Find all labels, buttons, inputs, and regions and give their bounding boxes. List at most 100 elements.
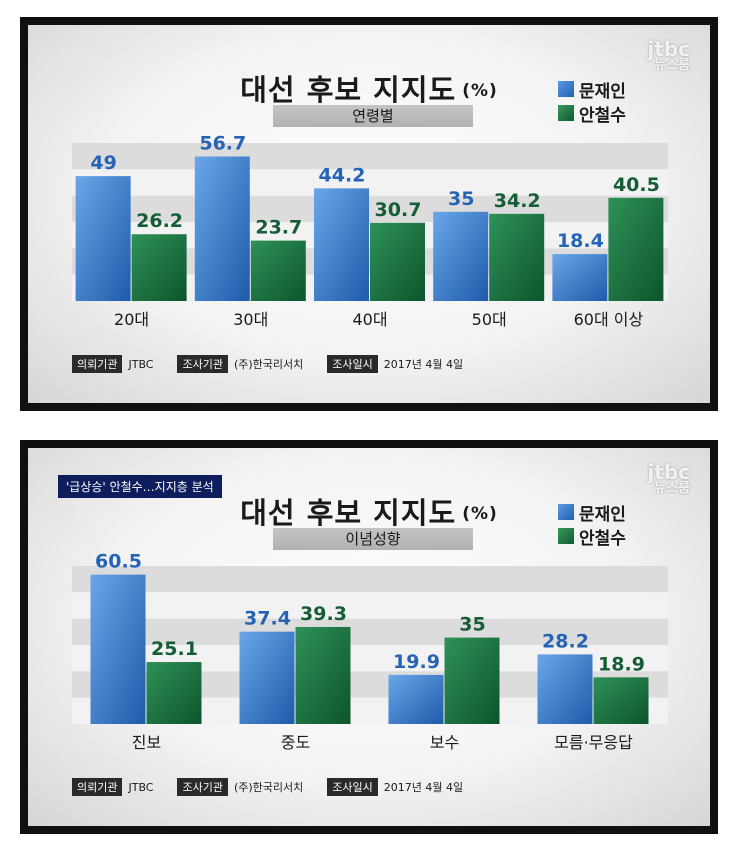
bar-ahn	[295, 626, 351, 724]
chart-panel-ideology: '급상승' 안철수…지지층 분석 jtbc 뉴스룸 대선 후보 지지도 (%) 이…	[20, 440, 718, 834]
jtbc-newsroom-logo: jtbc 뉴스룸	[647, 462, 690, 496]
date-tag: 조사일시	[327, 355, 378, 373]
legend: 문재인 안철수	[558, 500, 626, 549]
panel-background: jtbc 뉴스룸 대선 후보 지지도 (%) 연령별 문재인 안철수 49 26.2…	[28, 25, 710, 403]
bar-ahn	[131, 234, 187, 301]
data-label: 25.1	[151, 638, 198, 660]
panel-background: '급상승' 안철수…지지층 분석 jtbc 뉴스룸 대선 후보 지지도 (%) 이…	[28, 448, 710, 826]
category-label: 중도	[281, 733, 310, 752]
bar-ahn	[489, 213, 545, 301]
surveyor-tag: 조사기관	[177, 778, 228, 796]
grid-band	[72, 592, 668, 619]
data-label: 34.2	[494, 190, 541, 212]
chart-panel-age: jtbc 뉴스룸 대선 후보 지지도 (%) 연령별 문재인 안철수 49 26.2…	[20, 17, 718, 411]
category-label: 40대	[352, 310, 387, 329]
title-unit: (%)	[462, 504, 498, 524]
data-label: 37.4	[244, 608, 291, 630]
bar-moon	[537, 654, 593, 724]
bar-ahn	[370, 222, 425, 301]
bar-moon	[433, 211, 489, 301]
news-headline: '급상승' 안철수…지지층 분석	[58, 475, 222, 498]
legend-item-moon: 문재인	[558, 500, 626, 525]
bar-chart-ideology: 60.5 25.1 진보 37.4 39.3 중도 19.9 35 보수 28.2 18.9 모름·무…	[72, 551, 668, 752]
category-label: 진보	[132, 733, 161, 752]
legend-item-moon: 문재인	[558, 77, 626, 102]
data-label: 35	[448, 188, 474, 210]
title-unit: (%)	[462, 81, 498, 101]
grid-band	[72, 566, 668, 593]
legend-label: 안철수	[579, 528, 626, 549]
category-label: 20대	[114, 310, 149, 329]
data-label: 60.5	[95, 551, 142, 573]
data-label: 35	[459, 614, 485, 636]
surveyor-value: (주)한국리서치	[233, 358, 304, 371]
title-text: 대선 후보 지지도	[240, 496, 457, 530]
surveyor-tag: 조사기관	[177, 355, 228, 373]
source-footer: 의뢰기관 JTBC 조사기관 (주)한국리서치 조사일시 2017년 4월 4일	[72, 355, 487, 373]
chart-subtitle: 연령별	[273, 105, 473, 127]
commissioner-tag: 의뢰기관	[72, 355, 123, 373]
category-label: 모름·무응답	[554, 733, 633, 752]
bar-ahn	[444, 637, 500, 724]
grid-band	[72, 169, 668, 196]
jtbc-newsroom-logo: jtbc 뉴스룸	[647, 39, 690, 73]
data-label: 18.4	[557, 230, 604, 252]
chart-title: 대선 후보 지지도 (%)	[28, 67, 710, 109]
legend-swatch-blue	[558, 81, 574, 97]
bar-moon	[552, 254, 608, 301]
logo-text: jtbc	[647, 37, 690, 61]
data-label: 39.3	[300, 603, 347, 625]
bar-ahn	[250, 240, 306, 301]
legend-swatch-green	[558, 105, 574, 121]
legend-swatch-green	[558, 528, 574, 544]
category-label: 30대	[233, 310, 268, 329]
data-label: 56.7	[199, 133, 246, 155]
date-tag: 조사일시	[327, 778, 378, 796]
title-text: 대선 후보 지지도	[240, 73, 457, 107]
legend-label: 문재인	[579, 504, 626, 525]
data-label: 18.9	[598, 653, 645, 675]
data-label: 28.2	[542, 630, 589, 652]
data-label: 40.5	[613, 174, 660, 196]
category-label: 60대 이상	[574, 310, 644, 329]
grid-band	[72, 618, 668, 645]
bar-moon	[90, 574, 146, 724]
legend-item-ahn: 안철수	[558, 524, 626, 549]
data-label: 30.7	[375, 199, 422, 221]
data-label: 26.2	[136, 210, 183, 232]
legend: 문재인 안철수	[558, 77, 626, 126]
data-label: 49	[90, 152, 116, 174]
surveyor-value: (주)한국리서치	[233, 781, 304, 794]
bar-ahn	[593, 677, 649, 724]
legend-label: 안철수	[579, 105, 626, 126]
bar-moon	[314, 188, 369, 301]
chart-subtitle: 이념성향	[273, 528, 473, 550]
logo-subtext: 뉴스룸	[654, 481, 690, 496]
logo-subtext: 뉴스룸	[654, 58, 690, 73]
legend-item-ahn: 안철수	[558, 101, 626, 126]
legend-label: 문재인	[579, 81, 626, 102]
grid-band	[72, 195, 668, 222]
chart-title: 대선 후보 지지도 (%)	[28, 490, 710, 532]
logo-text: jtbc	[647, 460, 690, 484]
bar-chart-age: 49 26.2 20대 56.7 23.7 30대 44.2 30.7 40대 35 34.2 50대…	[72, 133, 668, 329]
bar-moon	[239, 631, 295, 724]
bar-ahn	[146, 662, 202, 724]
bar-moon	[75, 176, 131, 301]
source-footer: 의뢰기관 JTBC 조사기관 (주)한국리서치 조사일시 2017년 4월 4일	[72, 778, 487, 796]
category-label: 보수	[430, 733, 459, 752]
legend-swatch-blue	[558, 504, 574, 520]
category-label: 50대	[472, 310, 507, 329]
commissioner-value: JTBC	[128, 780, 154, 794]
date-value: 2017년 4월 4일	[383, 781, 464, 794]
data-label: 44.2	[319, 164, 366, 186]
grid-band	[72, 143, 668, 170]
bar-moon	[388, 674, 444, 724]
bar-ahn	[608, 197, 664, 301]
bar-moon	[194, 156, 250, 301]
commissioner-value: JTBC	[128, 357, 154, 371]
commissioner-tag: 의뢰기관	[72, 778, 123, 796]
data-label: 23.7	[255, 217, 302, 239]
date-value: 2017년 4월 4일	[383, 358, 464, 371]
data-label: 19.9	[393, 651, 440, 673]
